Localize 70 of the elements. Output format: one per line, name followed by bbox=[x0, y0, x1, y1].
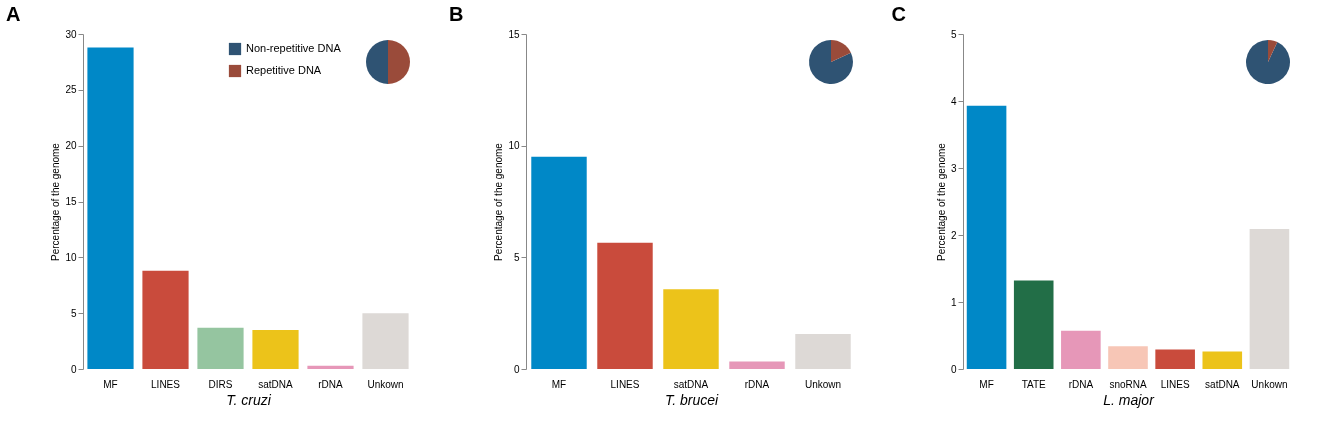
x-tick-label: Unkown bbox=[1251, 378, 1288, 390]
y-tick-label: 2 bbox=[950, 229, 957, 241]
bar bbox=[1202, 351, 1243, 369]
x-tick-label: rDNA bbox=[1068, 378, 1094, 390]
y-tick-label: 4 bbox=[950, 95, 957, 107]
x-tick-label: LINES bbox=[1160, 378, 1190, 390]
x-tick-label: MF bbox=[103, 378, 118, 390]
bar bbox=[87, 47, 134, 369]
pie-slice bbox=[809, 40, 853, 84]
bar bbox=[197, 327, 244, 369]
x-tick-label: satDNA bbox=[673, 378, 709, 390]
y-tick-label: 30 bbox=[65, 28, 77, 40]
x-tick-label: rDNA bbox=[744, 378, 770, 390]
x-tick-label: LINES bbox=[151, 378, 181, 390]
y-tick-label: 1 bbox=[950, 296, 957, 308]
chart-title: B bbox=[448, 3, 464, 25]
bar bbox=[729, 361, 785, 369]
y-tick-label: 15 bbox=[508, 28, 520, 40]
bar bbox=[1013, 280, 1054, 369]
x-tick-label: MF bbox=[551, 378, 567, 390]
bar bbox=[1249, 228, 1290, 369]
bar bbox=[597, 242, 653, 369]
bar bbox=[252, 329, 299, 369]
bar bbox=[1061, 330, 1101, 369]
y-tick-label: 10 bbox=[508, 140, 520, 152]
chart-title: A bbox=[5, 3, 21, 25]
y-tick-label: 0 bbox=[950, 363, 957, 375]
y-tick-label: 25 bbox=[65, 84, 77, 96]
y-tick-label: 5 bbox=[70, 307, 77, 319]
chart-title: C bbox=[891, 3, 906, 25]
bar bbox=[142, 270, 189, 369]
x-tick-label: DIRS bbox=[208, 378, 233, 390]
pie-slice bbox=[1268, 40, 1278, 62]
pie-slice bbox=[366, 40, 388, 84]
pie-slice bbox=[831, 40, 851, 62]
y-axis-title: Percentage of the genome bbox=[935, 142, 947, 261]
legend-label: Repetitive DNA bbox=[246, 64, 322, 76]
bar bbox=[966, 105, 1007, 369]
y-tick-label: 5 bbox=[513, 251, 520, 263]
y-tick-label: 3 bbox=[950, 162, 957, 174]
bar bbox=[1155, 349, 1195, 369]
x-axis-title: L. major bbox=[1103, 391, 1156, 408]
bar bbox=[795, 333, 851, 369]
x-tick-label: satDNA bbox=[258, 378, 294, 390]
bar bbox=[531, 156, 587, 369]
y-axis-title: Percentage of the genome bbox=[50, 142, 62, 261]
y-tick-label: 15 bbox=[65, 196, 77, 207]
x-tick-label: Unkown bbox=[804, 378, 842, 390]
x-tick-label: TATE bbox=[1021, 378, 1047, 390]
x-axis-title: T. brucei bbox=[664, 391, 719, 408]
y-axis-title: Percentage of the genome bbox=[493, 142, 505, 261]
pie-slice bbox=[1246, 40, 1290, 84]
bar bbox=[1108, 346, 1148, 369]
x-tick-label: LINES bbox=[610, 378, 640, 390]
x-tick-label: snoRNA bbox=[1109, 378, 1147, 390]
y-tick-label: 20 bbox=[65, 140, 77, 152]
x-tick-label: satDNA bbox=[1205, 378, 1240, 390]
x-tick-label: MF bbox=[979, 378, 994, 390]
y-tick-label: 10 bbox=[65, 251, 77, 263]
bar bbox=[663, 289, 719, 369]
bar bbox=[307, 365, 354, 369]
y-tick-label: 5 bbox=[950, 28, 957, 40]
pie-slice bbox=[388, 40, 410, 84]
x-axis-title: T. cruzi bbox=[226, 391, 272, 408]
x-tick-label: Unkown bbox=[367, 378, 404, 390]
y-tick-label: 0 bbox=[513, 363, 520, 375]
legend-label: Non-repetitive DNA bbox=[246, 42, 342, 54]
y-tick-label: 0 bbox=[70, 363, 77, 375]
bar bbox=[362, 313, 409, 369]
x-tick-label: rDNA bbox=[318, 378, 344, 390]
